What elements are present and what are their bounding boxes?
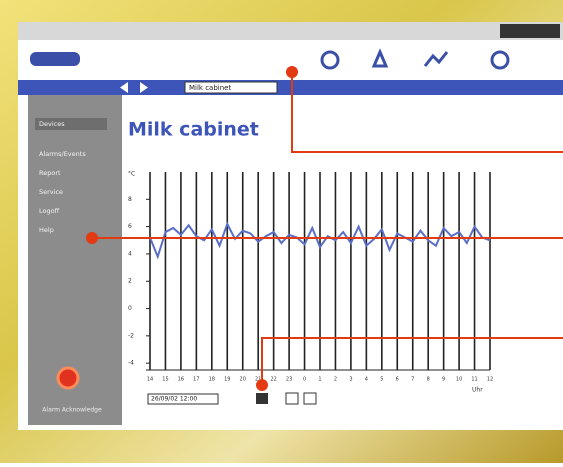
x-tick-label: 9: [442, 377, 445, 383]
x-tick-label: 6: [396, 377, 399, 383]
y-tick-label: 2: [128, 278, 132, 285]
x-tick-label: 3: [349, 377, 352, 383]
x-axis-label: Uhr: [472, 387, 483, 394]
window-controls: [500, 24, 560, 38]
x-tick-label: 22: [270, 377, 276, 383]
nav-bar: [18, 80, 563, 95]
y-tick-label: -2: [128, 332, 134, 339]
callout-dot: [86, 232, 98, 244]
date-field-text: 26/09/02 12:00: [151, 396, 197, 403]
y-tick-label: 6: [128, 223, 132, 230]
sidebar-item[interactable]: Service: [39, 188, 63, 196]
sidebar-item[interactable]: Help: [39, 226, 54, 234]
x-tick-label: 7: [411, 377, 414, 383]
x-tick-label: 18: [209, 377, 215, 383]
x-tick-label: 0: [303, 377, 306, 383]
x-tick-label: 20: [240, 377, 246, 383]
y-tick-label: -4: [128, 360, 134, 367]
x-tick-label: 1: [318, 377, 321, 383]
sidebar-item[interactable]: Alarms/Events: [39, 150, 86, 158]
x-tick-label: 11: [471, 377, 477, 383]
x-tick-label: 17: [193, 377, 199, 383]
logo: [30, 52, 80, 66]
x-tick-label: 19: [224, 377, 230, 383]
x-tick-label: 4: [365, 377, 368, 383]
sidebar-item[interactable]: Logoff: [39, 207, 60, 215]
sidebar-item[interactable]: Devices: [39, 120, 65, 128]
callout-dot: [256, 379, 268, 391]
x-tick-label: 2: [334, 377, 337, 383]
alarm-button-label: Alarm Acknowledge: [42, 407, 102, 414]
alarm-button[interactable]: [58, 368, 78, 388]
screen: Milk cabinet Devices Alarms/Events Report S…: [0, 0, 563, 463]
sidebar-item[interactable]: Report: [39, 169, 61, 177]
x-tick-label: 14: [147, 377, 153, 383]
calendar-button[interactable]: [256, 393, 268, 404]
x-tick-label: 15: [162, 377, 168, 383]
y-tick-label: 0: [128, 305, 132, 312]
x-tick-label: 16: [178, 377, 184, 383]
y-axis-label: °C: [128, 171, 135, 178]
device-select-text: Milk cabinet: [189, 84, 231, 92]
callout-dot: [286, 66, 298, 78]
x-tick-label: 8: [427, 377, 430, 383]
x-tick-label: 12: [487, 377, 493, 383]
y-tick-label: 8: [128, 196, 132, 203]
x-tick-label: 10: [456, 377, 462, 383]
browser-toolbar: [18, 22, 563, 40]
page: Milk cabinet Devices Alarms/Events Report S…: [0, 0, 563, 463]
x-tick-label: 23: [286, 377, 292, 383]
chart-title: Milk cabinet: [128, 119, 259, 141]
x-tick-label: 5: [380, 377, 383, 383]
y-tick-label: 4: [128, 250, 132, 257]
